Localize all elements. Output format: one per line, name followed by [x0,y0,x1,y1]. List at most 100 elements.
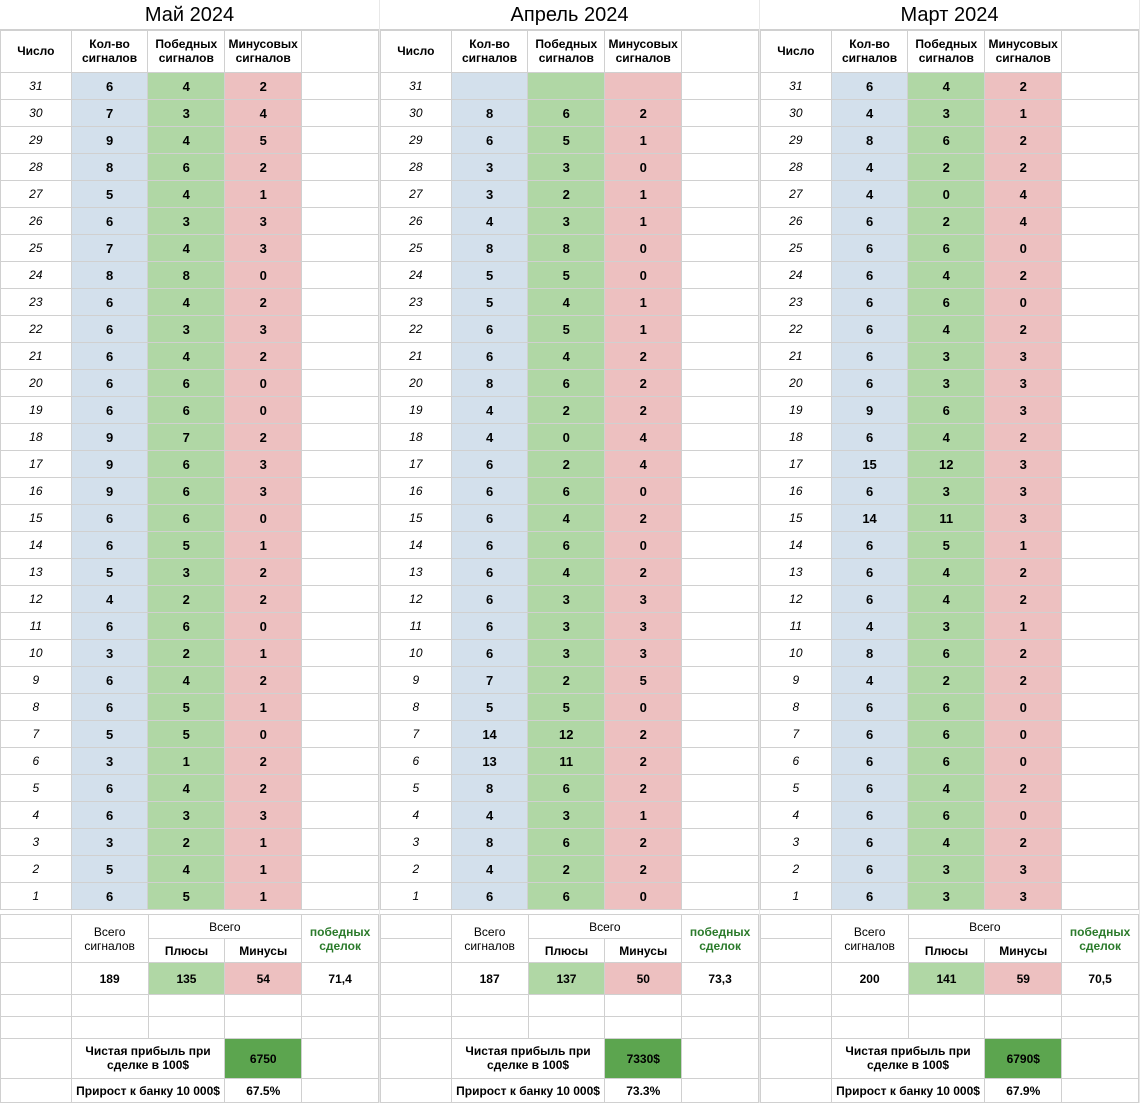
day-cell: 3 [381,829,452,856]
sum-minus: 54 [225,963,302,995]
wins-cell: 2 [148,829,225,856]
summary-table: Всего сигналовВсегопобедных сделокПлюсыМ… [380,914,759,1103]
losses-cell: 1 [605,181,682,208]
wins-cell: 3 [528,640,605,667]
blank-cell [682,343,759,370]
losses-cell: 0 [985,748,1062,775]
wins-cell: 5 [148,883,225,910]
growth-value: 73.3% [605,1079,682,1103]
table-row: 30431 [761,100,1139,127]
blank-cell [225,995,302,1017]
table-row: 4660 [761,802,1139,829]
table-row: 1651 [1,883,379,910]
blank-cell [1062,559,1139,586]
wins-cell: 4 [528,505,605,532]
signals-cell: 14 [831,505,908,532]
losses-cell: 3 [985,856,1062,883]
signals-cell: 6 [451,532,528,559]
blank-cell [1062,397,1139,424]
blank-cell [302,397,379,424]
signals-cell: 8 [451,775,528,802]
losses-cell: 1 [225,181,302,208]
table-row: 5642 [1,775,379,802]
losses-cell: 1 [605,289,682,316]
blank-cell [682,505,759,532]
column-header: Минусовых сигналов [225,31,302,73]
table-row: 8660 [761,694,1139,721]
day-cell: 29 [381,127,452,154]
day-cell: 16 [1,478,72,505]
day-cell: 25 [761,235,832,262]
losses-cell: 4 [985,181,1062,208]
table-row: 25660 [761,235,1139,262]
table-row: 18972 [1,424,379,451]
wins-cell: 12 [908,451,985,478]
wins-cell: 4 [148,856,225,883]
day-cell: 16 [381,478,452,505]
table-row: 6660 [761,748,1139,775]
column-header: Число [761,31,832,73]
win-pct: 73,3 [682,963,759,995]
blank-cell [302,721,379,748]
signals-cell: 8 [451,100,528,127]
table-row: 19660 [1,397,379,424]
day-cell: 17 [1,451,72,478]
table-row: 7550 [1,721,379,748]
signals-cell: 8 [451,235,528,262]
signals-cell: 6 [71,505,148,532]
wins-cell: 6 [148,370,225,397]
table-row: 19422 [381,397,759,424]
blank-cell [302,262,379,289]
losses-cell: 2 [605,343,682,370]
signals-cell: 6 [71,343,148,370]
table-row: 20633 [761,370,1139,397]
signals-cell: 6 [71,289,148,316]
signals-cell: 5 [71,721,148,748]
signals-cell: 4 [831,613,908,640]
losses-cell: 0 [225,370,302,397]
profit-value: 6790$ [985,1039,1062,1079]
day-cell: 6 [1,748,72,775]
table-row: 9642 [1,667,379,694]
blank-cell [682,586,759,613]
losses-cell: 0 [605,883,682,910]
blank-cell [1062,829,1139,856]
wins-cell: 8 [528,235,605,262]
day-cell: 18 [381,424,452,451]
blank-cell [682,424,759,451]
signals-cell: 6 [451,559,528,586]
blank-cell [302,370,379,397]
wins-cell: 6 [148,154,225,181]
blank-cell [302,829,379,856]
losses-cell: 3 [605,586,682,613]
column-header: Минусовых сигналов [605,31,682,73]
blank-cell [1,995,72,1017]
month-title: Апрель 2024 [380,0,759,30]
losses-cell: 1 [605,208,682,235]
signals-cell: 6 [71,613,148,640]
day-cell: 1 [761,883,832,910]
blank-cell [682,397,759,424]
blank-cell [761,939,832,963]
blank-cell [302,478,379,505]
signals-cell: 3 [71,640,148,667]
table-row: 13642 [381,559,759,586]
signals-cell: 6 [71,208,148,235]
column-header: Число [1,31,72,73]
day-cell: 28 [381,154,452,181]
table-row: 613112 [381,748,759,775]
blank-cell [302,775,379,802]
losses-cell: 1 [985,100,1062,127]
wins-cell: 6 [148,613,225,640]
signals-cell: 6 [451,451,528,478]
signals-cell: 6 [831,721,908,748]
wins-cell: 2 [528,451,605,478]
table-row: 27404 [761,181,1139,208]
losses-cell: 3 [985,478,1062,505]
blank-cell [381,1079,452,1103]
blank-cell [302,451,379,478]
signals-cell: 4 [451,397,528,424]
profit-label: Чистая прибыль при сделке в 100$ [831,1039,985,1079]
blank-cell [682,775,759,802]
losses-cell: 2 [605,370,682,397]
